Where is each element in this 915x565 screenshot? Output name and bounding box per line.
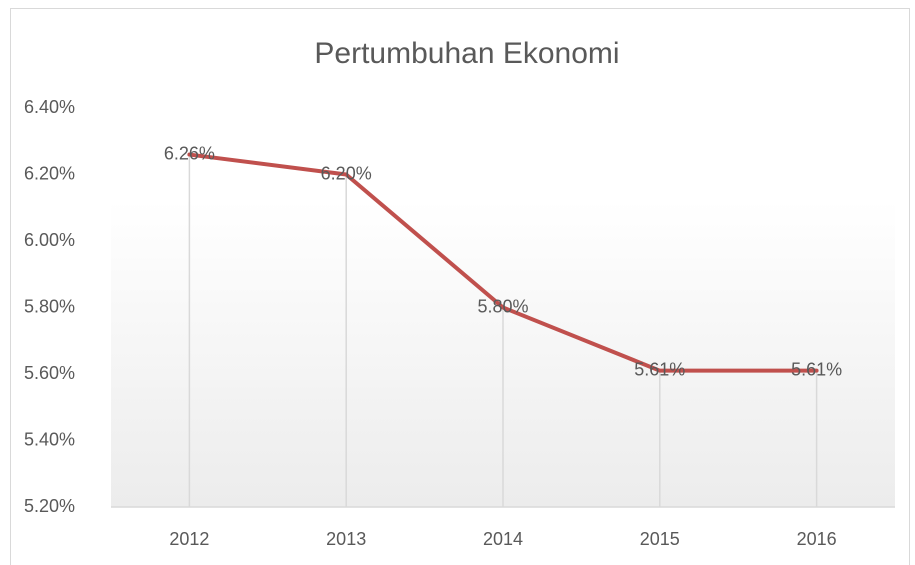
x-tick-label: 2013 — [326, 529, 366, 549]
data-label: 5.61% — [791, 359, 842, 379]
y-tick-label: 6.40% — [24, 97, 75, 117]
data-line — [187, 152, 819, 373]
x-tick-label: 2014 — [483, 529, 523, 549]
x-tick-label: 2012 — [169, 529, 209, 549]
x-tick-label: 2015 — [640, 529, 680, 549]
chart-title: Pertumbuhan Ekonomi — [314, 37, 619, 70]
y-tick-label: 6.20% — [24, 163, 75, 183]
data-label: 5.80% — [477, 296, 528, 316]
y-tick-label: 5.20% — [24, 496, 75, 516]
y-tick-label: 5.80% — [24, 296, 75, 316]
data-label: 6.26% — [164, 143, 215, 163]
data-label: 6.20% — [321, 163, 372, 183]
x-tick-label: 2016 — [797, 529, 837, 549]
data-label: 5.61% — [634, 359, 685, 379]
y-tick-label: 5.40% — [24, 429, 75, 449]
y-tick-label: 6.00% — [24, 230, 75, 250]
chart-border — [10, 8, 910, 565]
y-tick-label: 5.60% — [24, 363, 75, 383]
